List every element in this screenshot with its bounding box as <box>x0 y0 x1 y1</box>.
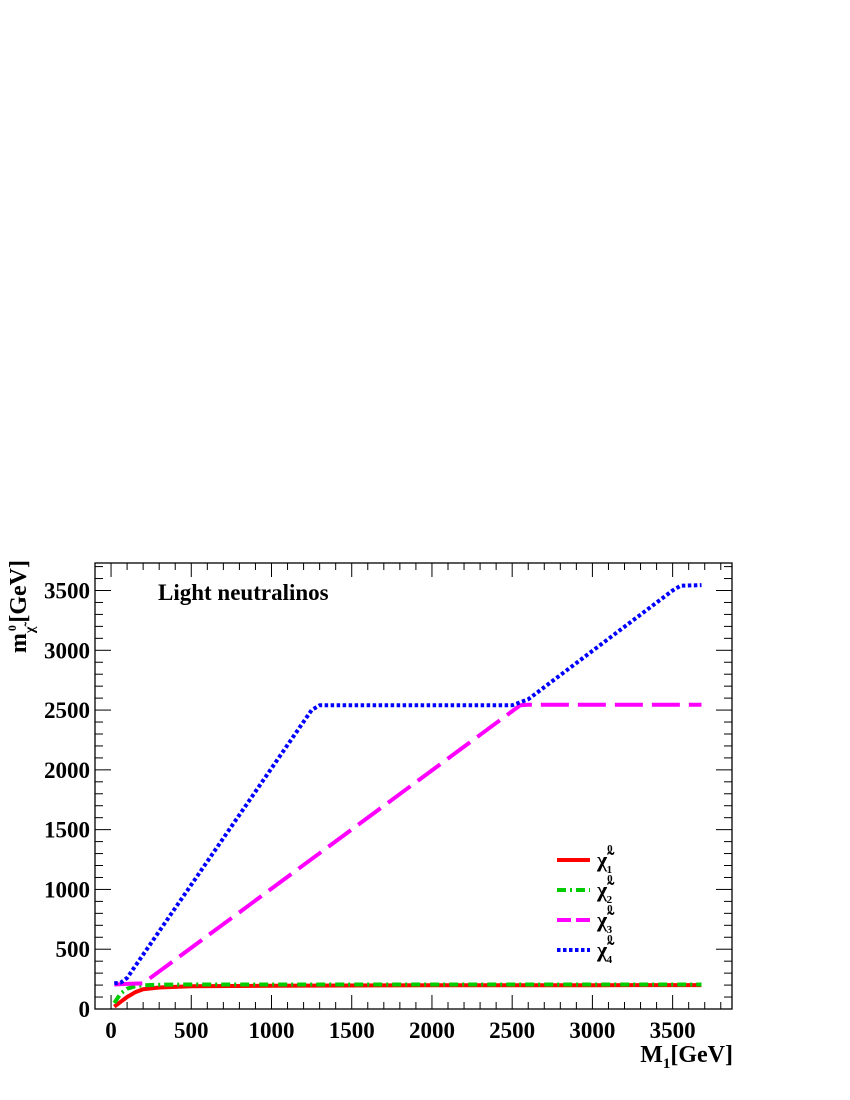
y-tick-label: 2000 <box>44 758 90 783</box>
y-axis-title-unit: [GeV] <box>6 560 32 623</box>
tick-labels: 0 500 1000 1500 2000 2500 3000 3500 0 500 1000 1500… <box>44 579 696 1043</box>
x-tick-label: 3000 <box>569 1018 615 1043</box>
x-axis-title-sub: 1 <box>663 1056 671 1072</box>
legend-label-1: χ̃0 1 <box>596 843 615 876</box>
x-tick-label: 0 <box>105 1018 117 1043</box>
legend-label-2: χ̃0 2 <box>596 873 615 906</box>
chart-annotation: Light neutralinos <box>158 580 329 605</box>
legend: χ̃0 1χ̃0 2χ̃0 3χ̃0 4 <box>557 843 615 966</box>
y-tick-label: 1500 <box>44 818 90 843</box>
y-tick-label: 3500 <box>44 579 90 604</box>
y-tick-label: 3000 <box>44 638 90 663</box>
y-tick-label: 2500 <box>44 698 90 723</box>
x-tick-label: 2000 <box>409 1018 455 1043</box>
x-tick-label: 2500 <box>489 1018 535 1043</box>
x-tick-label: 3500 <box>650 1018 696 1043</box>
series-layer <box>112 583 702 1009</box>
y-tick-label: 500 <box>56 937 91 962</box>
x-axis-title-main: M <box>640 1042 663 1068</box>
x-tick-label: 1500 <box>329 1018 375 1043</box>
plot-frame <box>94 562 733 1010</box>
y-axis-title: m0 χ̃[GeV] <box>5 560 38 653</box>
x-axis-title: M1[GeV] <box>640 1042 733 1072</box>
series-line-2 <box>112 982 702 1005</box>
y-tick-label: 1000 <box>44 877 90 902</box>
legend-label-3: χ̃0 3 <box>596 903 615 936</box>
series-line-4 <box>114 583 702 986</box>
series-line-1 <box>113 983 702 1009</box>
legend-label-4: χ̃0 4 <box>596 933 615 966</box>
y-axis-title-sup: 0 <box>5 625 19 631</box>
x-tick-label: 1000 <box>248 1018 294 1043</box>
x-tick-label: 500 <box>174 1018 209 1043</box>
y-axis-title-main: m <box>6 633 32 653</box>
axis-ticks <box>95 563 732 1010</box>
series-line-3 <box>114 702 702 987</box>
y-tick-label: 0 <box>79 997 91 1022</box>
x-axis-title-unit: [GeV] <box>670 1042 733 1068</box>
